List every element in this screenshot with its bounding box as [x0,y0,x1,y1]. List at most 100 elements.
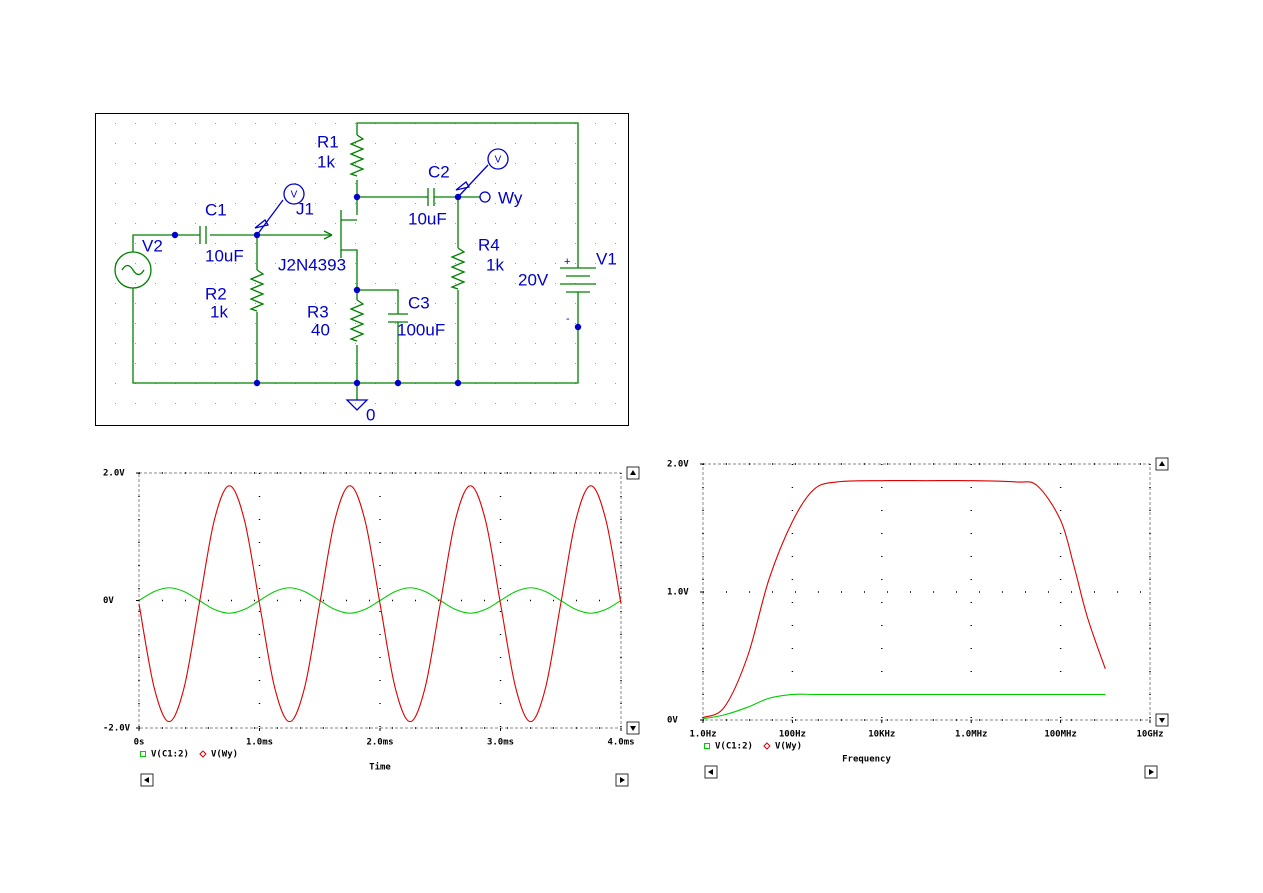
scroll-arrow [144,777,149,783]
grid-dot [555,363,556,364]
grid-dot [135,323,136,324]
grid-dot [355,163,356,164]
grid-dot [555,243,556,244]
grid-dot [355,303,356,304]
grid-dot [555,143,556,144]
grid-dot [375,283,376,284]
grid-dot [195,223,196,224]
grid-dot [195,303,196,304]
grid-dot [415,203,416,204]
grid-dot [195,163,196,164]
grid-dot [315,143,316,144]
x-axis-title: Time [369,762,391,773]
grid-dot [535,323,536,324]
grid-dot [155,403,156,404]
scroll-arrow [708,769,713,775]
grid-dot [395,143,396,144]
grid-dot [595,403,596,404]
part-label: R1 [317,132,339,151]
grid-dot [175,323,176,324]
grid-dot [115,183,116,184]
grid-dot [535,403,536,404]
grid-dot [115,383,116,384]
legend-label: V(Wy) [775,742,802,752]
grid-dot [355,203,356,204]
grid-dot [175,123,176,124]
grid-dot [475,303,476,304]
grid-dot [495,343,496,344]
grid-dot [275,163,276,164]
grid-dot [335,323,336,324]
probe-label: V [495,155,502,166]
grid-dot [335,183,336,184]
grid-dot [315,163,316,164]
grid-dot [175,403,176,404]
grid-dot [195,343,196,344]
x-axis-title: Frequency [842,755,891,765]
grid-dot [595,123,596,124]
grid-dot [475,223,476,224]
grid-dot [495,223,496,224]
grid-dot [215,163,216,164]
grid-dot [575,223,576,224]
grid-dot [315,223,316,224]
grid-dot [495,303,496,304]
grid-dot [555,303,556,304]
grid-dot [215,363,216,364]
grid-dot [435,243,436,244]
grid-dot [595,243,596,244]
grid-dot [175,143,176,144]
grid-dot [435,343,436,344]
grid-dot [515,303,516,304]
grid-dot [575,263,576,264]
grid-dot [155,283,156,284]
part-value: 10uF [408,209,447,228]
grid-dot [595,223,596,224]
grid-dot [435,263,436,264]
grid-dot [115,363,116,364]
grid-dot [255,283,256,284]
grid-dot [275,343,276,344]
series-line [702,693,1106,720]
grid-dot [375,343,376,344]
grid-dot [415,323,416,324]
grid-dot [535,243,536,244]
grid-dot [555,403,556,404]
grid-dot [115,263,116,264]
y-tick-label: 0V [667,716,678,726]
grid-dot [395,223,396,224]
grid-dot [435,303,436,304]
grid-dot [335,403,336,404]
grid-dot [275,303,276,304]
grid-dot [355,263,356,264]
grid-dot [295,343,296,344]
grid-dot [615,163,616,164]
grid-dot [355,183,356,184]
grid-dot [515,223,516,224]
grid-dot [555,183,556,184]
grid-dot [515,263,516,264]
grid-dot [615,383,616,384]
part-value: 1k [210,302,228,321]
grid-dot [615,343,616,344]
y-tick-label: 1.0V [667,588,689,598]
grid-dot [475,283,476,284]
grid-dot [535,363,536,364]
plot-frame [702,463,1151,721]
grid-dot [215,403,216,404]
grid-dot [375,203,376,204]
junction [454,193,462,201]
grid-dot [495,143,496,144]
grid-dot [315,403,316,404]
grid-dot [375,403,376,404]
x-tick-label: 100MHz [1044,730,1077,740]
scroll-arrow [630,470,636,475]
grid-dot [295,283,296,284]
grid-dot [595,343,596,344]
grid-dot [275,203,276,204]
grid-dot [455,363,456,364]
grid-dot [115,323,116,324]
grid-dot [135,163,136,164]
x-tick-label: 3.0ms [487,738,514,748]
grid-dot [475,243,476,244]
